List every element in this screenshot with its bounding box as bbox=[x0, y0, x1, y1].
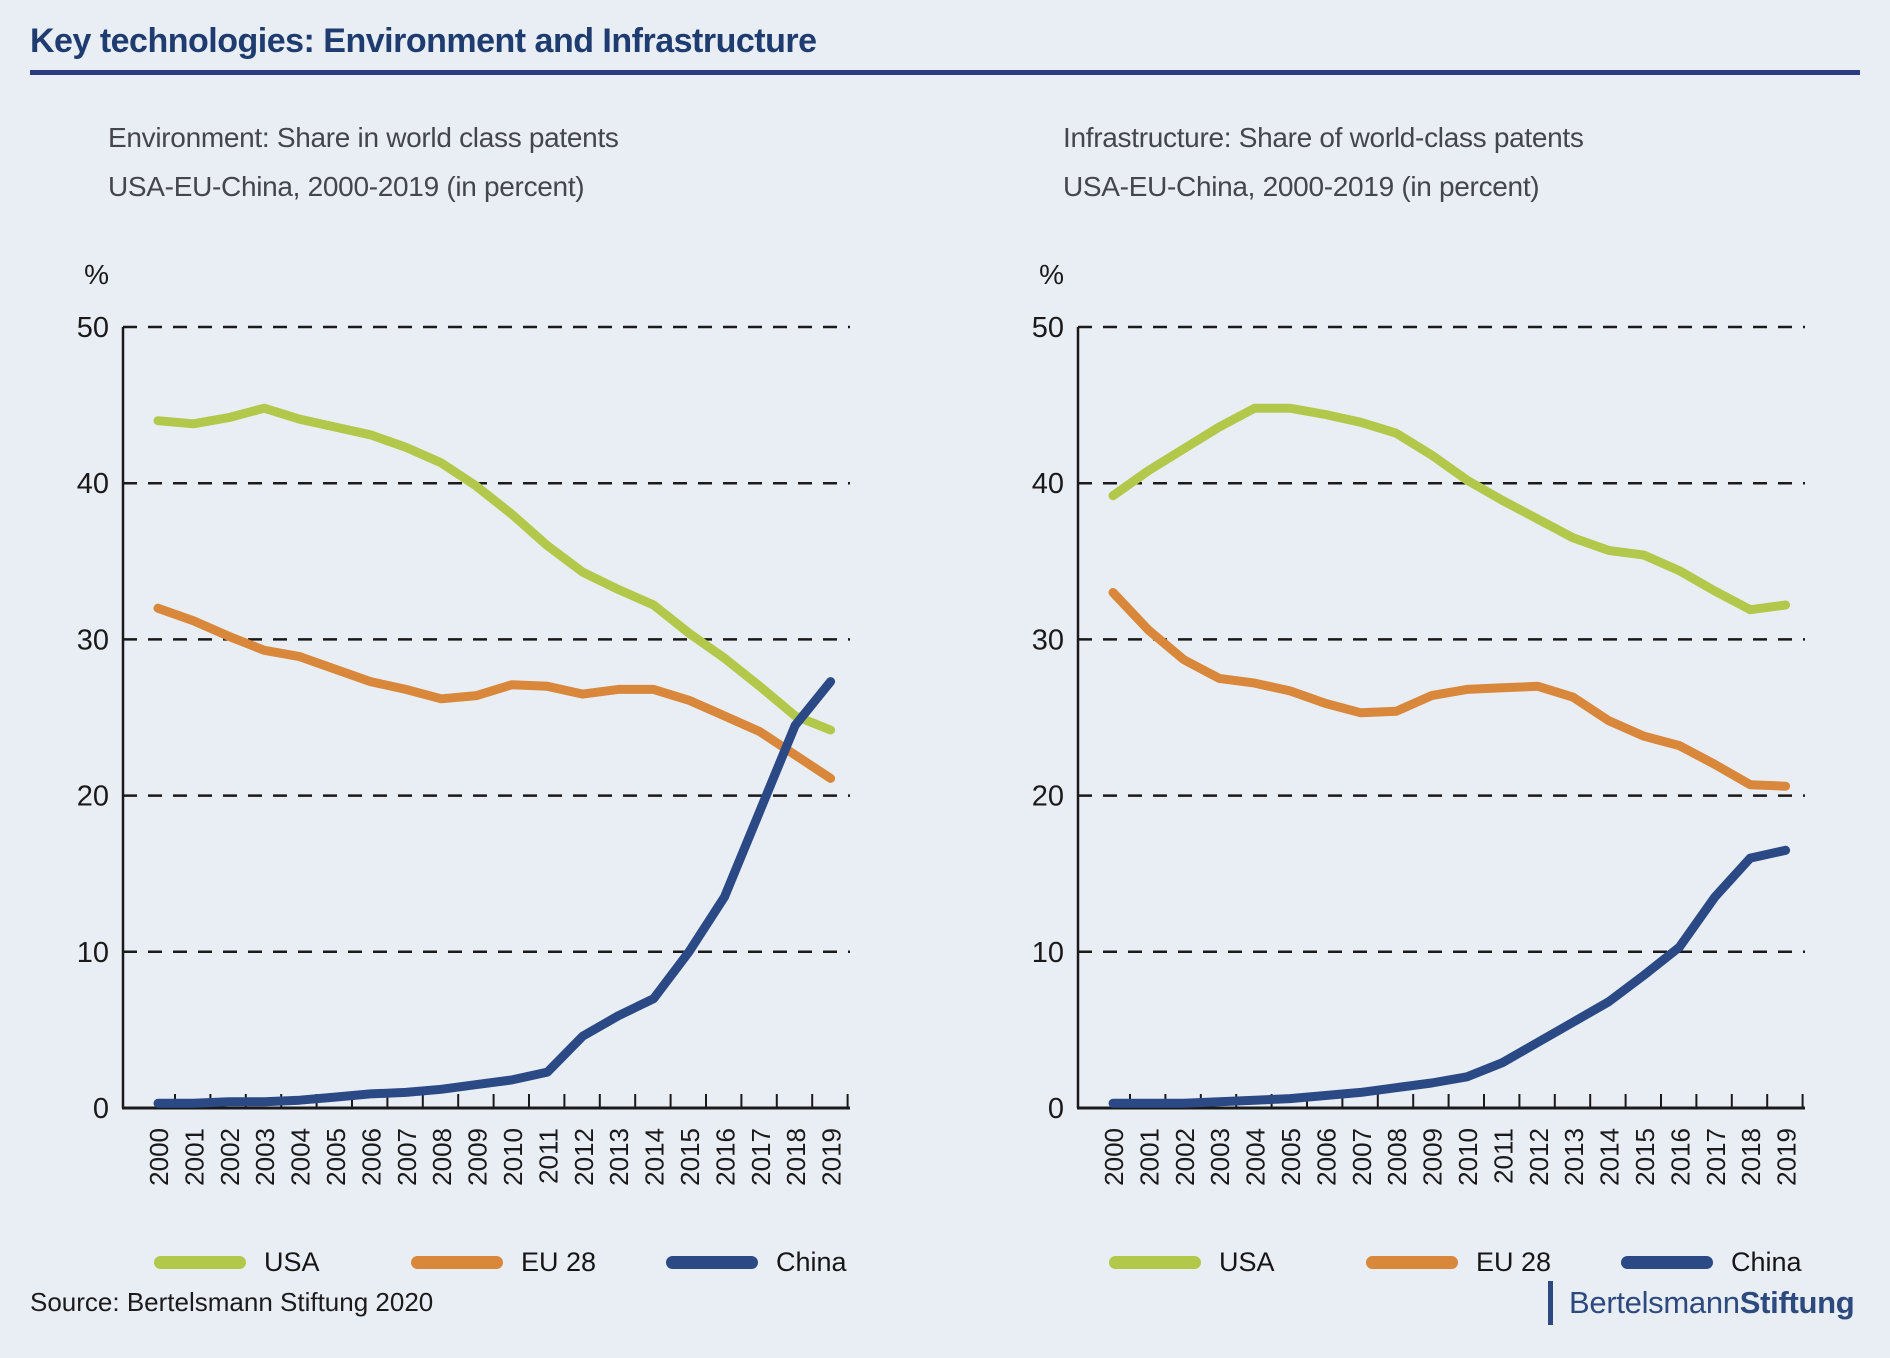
x-tick-label-2005: 2005 bbox=[321, 1128, 351, 1186]
x-tick-label-2002: 2002 bbox=[215, 1128, 245, 1186]
x-tick-label-2000: 2000 bbox=[1099, 1128, 1129, 1186]
x-tick-label-2003: 2003 bbox=[1205, 1128, 1235, 1186]
x-tick-label-2008: 2008 bbox=[1382, 1128, 1412, 1186]
x-tick-label-2002: 2002 bbox=[1170, 1128, 1200, 1186]
y-tick-label-20: 20 bbox=[77, 781, 109, 813]
x-tick-label-2012: 2012 bbox=[569, 1128, 599, 1186]
y-tick-label-50: 50 bbox=[77, 312, 109, 344]
chart-subtitle-environment-line2: USA-EU-China, 2000-2019 (in percent) bbox=[108, 171, 585, 202]
x-tick-label-2010: 2010 bbox=[1453, 1128, 1483, 1186]
x-tick-label-2009: 2009 bbox=[463, 1128, 493, 1186]
legend-infrastructure: USA EU 28 China bbox=[1010, 1247, 1855, 1281]
chart-subtitle-infrastructure-line2: USA-EU-China, 2000-2019 (in percent) bbox=[1063, 171, 1540, 202]
eu28-line-swatch bbox=[1366, 1255, 1458, 1269]
series-line-china bbox=[153, 677, 836, 1108]
y-tick-label-10: 10 bbox=[77, 937, 109, 969]
legend-environment: USA EU 28 China bbox=[55, 1247, 900, 1281]
legend-label-eu28: EU 28 bbox=[1476, 1246, 1552, 1277]
x-tick-label-2004: 2004 bbox=[1241, 1128, 1271, 1186]
legend-item-china: China bbox=[666, 1247, 847, 1277]
y-axis-unit-label: % bbox=[84, 259, 109, 290]
y-tick-label-10: 10 bbox=[1032, 937, 1064, 969]
series-line-eu-28 bbox=[153, 603, 836, 783]
x-tick-label-2010: 2010 bbox=[498, 1128, 528, 1186]
x-tick-label-2013: 2013 bbox=[1559, 1128, 1589, 1186]
x-tick-label-2007: 2007 bbox=[1347, 1128, 1377, 1186]
y-axis-unit-label: % bbox=[1039, 259, 1064, 290]
usa-line-swatch bbox=[1109, 1255, 1201, 1269]
usa-line-swatch bbox=[154, 1255, 246, 1269]
brand-logo: BertelsmannStiftung bbox=[1548, 1281, 1855, 1325]
x-tick-label-2001: 2001 bbox=[179, 1128, 209, 1186]
chart-panel-infrastructure: Infrastructure: Share of world-class pat… bbox=[1010, 110, 1855, 1310]
x-tick-label-2016: 2016 bbox=[710, 1128, 740, 1186]
y-tick-label-0: 0 bbox=[1048, 1093, 1064, 1125]
x-tick-label-2008: 2008 bbox=[427, 1128, 457, 1186]
x-tick-label-2004: 2004 bbox=[286, 1128, 316, 1186]
x-tick-label-2006: 2006 bbox=[356, 1128, 386, 1186]
x-tick-label-2005: 2005 bbox=[1276, 1128, 1306, 1186]
y-tick-label-30: 30 bbox=[77, 624, 109, 656]
y-tick-label-30: 30 bbox=[1032, 624, 1064, 656]
x-tick-label-2011: 2011 bbox=[533, 1128, 563, 1184]
legend-label-china: China bbox=[776, 1246, 847, 1277]
legend-label-usa: USA bbox=[264, 1246, 320, 1277]
x-tick-label-2012: 2012 bbox=[1524, 1128, 1554, 1186]
legend-item-usa: USA bbox=[154, 1247, 320, 1277]
x-tick-label-2017: 2017 bbox=[746, 1128, 776, 1186]
china-line-swatch bbox=[666, 1255, 758, 1269]
environment-line-chart: % 0 10 20 30 40 50 2000 2001 2002 2003 2004 2005 2006… bbox=[77, 259, 850, 1186]
x-tick-label-2018: 2018 bbox=[1736, 1128, 1766, 1186]
x-tick-label-2017: 2017 bbox=[1701, 1128, 1731, 1186]
x-tick-label-2019: 2019 bbox=[1772, 1128, 1802, 1186]
x-tick-label-2016: 2016 bbox=[1665, 1128, 1695, 1186]
legend-item-usa: USA bbox=[1109, 1247, 1275, 1277]
x-tick-label-2003: 2003 bbox=[250, 1128, 280, 1186]
china-line-swatch bbox=[1621, 1255, 1713, 1269]
legend-label-usa: USA bbox=[1219, 1246, 1275, 1277]
x-tick-label-2015: 2015 bbox=[675, 1128, 705, 1186]
title-rule bbox=[30, 70, 1860, 75]
y-tick-label-40: 40 bbox=[77, 468, 109, 500]
y-tick-label-0: 0 bbox=[93, 1093, 109, 1125]
source-text: Source: Bertelsmann Stiftung 2020 bbox=[30, 1287, 434, 1317]
x-tick-label-2001: 2001 bbox=[1134, 1128, 1164, 1186]
x-tick-label-2013: 2013 bbox=[604, 1128, 634, 1186]
x-tick-label-2014: 2014 bbox=[640, 1128, 670, 1186]
x-tick-label-2019: 2019 bbox=[817, 1128, 847, 1186]
x-tick-label-2000: 2000 bbox=[144, 1128, 174, 1186]
series-line-china bbox=[1108, 845, 1791, 1108]
page-title: Key technologies: Environment and Infras… bbox=[30, 22, 817, 60]
legend-item-eu28: EU 28 bbox=[411, 1247, 596, 1277]
x-tick-label-2007: 2007 bbox=[392, 1128, 422, 1186]
y-tick-label-20: 20 bbox=[1032, 781, 1064, 813]
legend-label-eu28: EU 28 bbox=[521, 1246, 597, 1277]
x-tick-label-2015: 2015 bbox=[1630, 1128, 1660, 1186]
brand-name-regular: Bertelsmann bbox=[1569, 1285, 1740, 1320]
x-tick-label-2006: 2006 bbox=[1311, 1128, 1341, 1186]
legend-item-eu28: EU 28 bbox=[1366, 1247, 1551, 1277]
infrastructure-line-chart: % 0 10 20 30 40 50 2000 2001 2002 2003 2004 2005 2006… bbox=[1032, 259, 1805, 1186]
x-tick-label-2011: 2011 bbox=[1488, 1128, 1518, 1184]
chart-panel-environment: Environment: Share in world class patent… bbox=[55, 110, 900, 1310]
series-line-usa bbox=[153, 403, 836, 735]
series-line-usa bbox=[1108, 403, 1791, 615]
series-line-eu-28 bbox=[1108, 588, 1791, 791]
y-tick-label-40: 40 bbox=[1032, 468, 1064, 500]
x-tick-label-2018: 2018 bbox=[781, 1128, 811, 1186]
legend-item-china: China bbox=[1621, 1247, 1802, 1277]
chart-subtitle-infrastructure-line1: Infrastructure: Share of world-class pat… bbox=[1063, 122, 1584, 153]
x-tick-label-2009: 2009 bbox=[1418, 1128, 1448, 1186]
chart-subtitle-environment-line1: Environment: Share in world class patent… bbox=[108, 122, 619, 153]
legend-label-china: China bbox=[1731, 1246, 1802, 1277]
eu28-line-swatch bbox=[411, 1255, 503, 1269]
brand-name-bold: Stiftung bbox=[1739, 1285, 1855, 1320]
y-tick-label-50: 50 bbox=[1032, 312, 1064, 344]
brand-logo-bar bbox=[1548, 1281, 1553, 1325]
x-tick-label-2014: 2014 bbox=[1595, 1128, 1625, 1186]
